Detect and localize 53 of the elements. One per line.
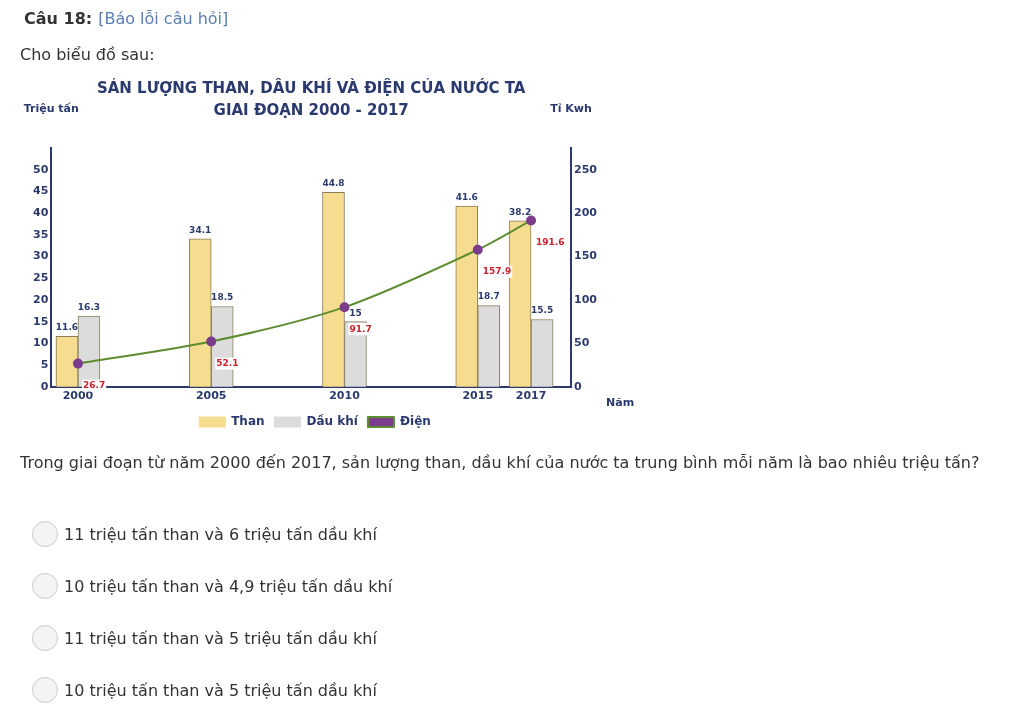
legend-label: Dầu khí [306,414,359,429]
y-tick-label: 10 [33,336,49,350]
data-label: 26.7 [82,379,106,390]
y-tick-label: 20 [33,292,49,306]
text: 11 triệu tấn than và 5 triệu tấn dầu khí [64,628,377,649]
y2-axis-title: Tỉ Kwh [550,102,592,116]
y-tick-label: 0 [40,379,49,393]
text: Trong giai đoạn từ năm 2000 đến 2017, sản lượng than, dầu khí của nước ta trung bình mỗi năm là bao nhiêu triệu tấn? [20,452,981,473]
data-label: 91.7 [349,323,372,334]
y2-tick-label: 100 [574,292,598,306]
data-label: 52.1 [216,357,239,368]
y-tick-label: 40 [33,205,49,219]
y2-tick-label: 250 [574,162,598,176]
y2-tick-label: 0 [574,379,583,393]
data-label: 15 [349,307,362,318]
x-tick-label: 2015 [462,389,494,403]
y-tick-label: 25 [33,271,49,285]
y-tick-label: 45 [33,184,49,198]
legend-label: Điện [399,414,431,429]
y-tick-label: 15 [33,314,49,328]
text: 11 triệu tấn than và 6 triệu tấn dầu khí [64,524,377,545]
data-label: 191.6 [536,236,565,247]
text: Cho biểu đồ sau: [20,44,155,65]
text: 10 triệu tấn than và 4,9 triệu tấn dầu khí [64,576,393,597]
x-axis-title: Năm [606,395,635,409]
text: Câu 18: [24,8,93,29]
y-tick-label: 35 [33,227,49,241]
y2-tick-label: 50 [574,336,590,350]
data-label: 44.8 [322,178,345,189]
text: 10 triệu tấn than và 5 triệu tấn dầu khí [64,680,377,701]
y2-tick-label: 200 [574,205,598,219]
y-tick-label: 5 [40,357,49,371]
data-label: 38.2 [508,206,532,217]
chart-subtitle: GIAI ĐOẠN 2000 - 2017 [213,101,409,120]
x-tick-label: 2005 [195,389,227,403]
x-tick-label: 2017 [515,389,547,403]
y-axis-title: Triệu tấn [23,102,79,116]
data-label: 15.5 [530,305,554,316]
y-tick-label: 50 [33,162,49,176]
data-label: 157.9 [482,266,512,277]
x-tick-label: 2010 [329,389,361,403]
x-tick-label: 2000 [62,389,94,403]
y-tick-label: 30 [33,249,49,263]
data-label: 16.3 [77,301,101,312]
data-label: 18.5 [211,292,234,303]
legend-label: Than [231,414,265,429]
text: [Báo lỗi câu hỏi] [98,8,229,29]
data-label: 41.6 [455,192,478,203]
data-label: 18.7 [477,291,500,302]
data-label: 11.6 [55,322,79,333]
chart-title: SẢN LƯỢNG THAN, DẦU KHÍ VÀ ĐIỆN CỦA NƯỚC TA [96,76,526,98]
data-label: 34.1 [189,224,212,235]
y2-tick-label: 150 [574,249,598,263]
